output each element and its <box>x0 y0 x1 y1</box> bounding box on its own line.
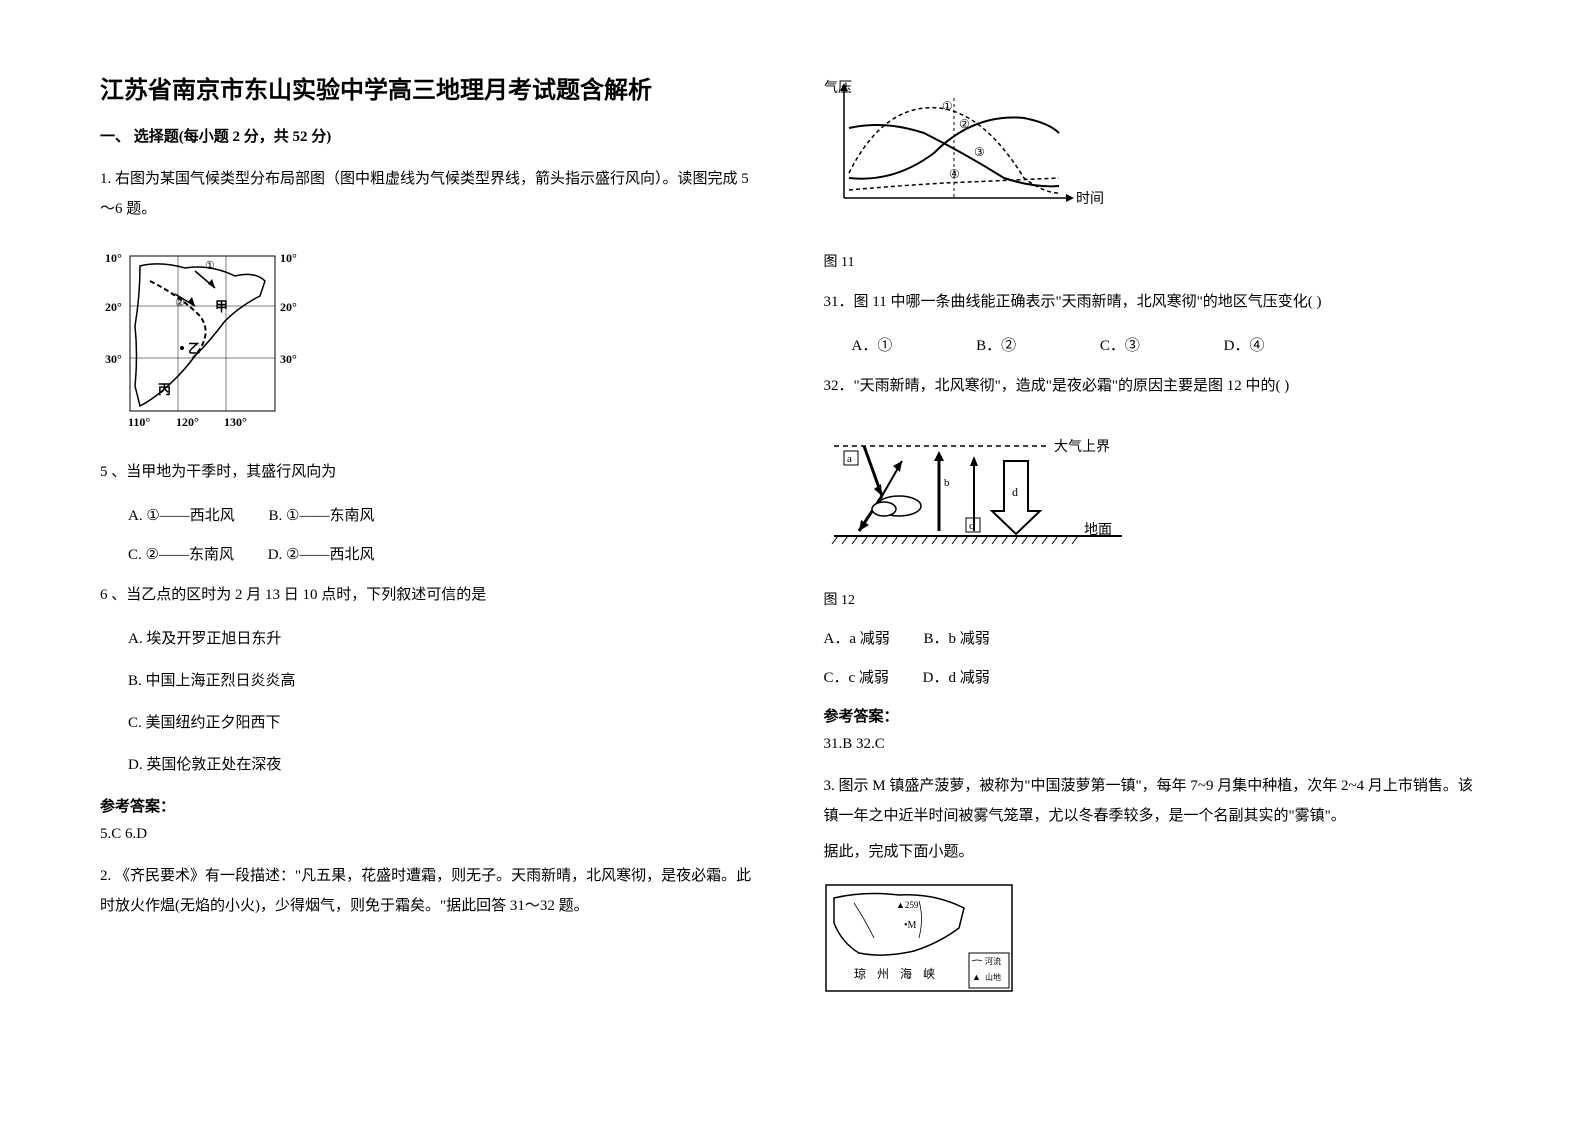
lon-110: 110° <box>128 415 150 429</box>
q32-opt-a: A．a 减弱 <box>824 627 890 648</box>
top-label: 大气上界 <box>1054 439 1110 455</box>
page-title: 江苏省南京市东山实验中学高三地理月考试题含解析 <box>100 70 764 105</box>
pressure-figure: 气压 时间 ① ② ③ ④ <box>824 78 1488 223</box>
q32: 32．"天雨新晴，北风寒彻"，造成"是夜必霜"的原因主要是图 12 中的( ) <box>824 373 1488 400</box>
lat-30r: 30° <box>280 352 297 366</box>
q6-opt-d: D. 英国伦敦正处在深夜 <box>100 753 764 777</box>
q32-opt-b: B．b 减弱 <box>924 627 990 648</box>
q32-opts-row1: A．a 减弱 B．b 减弱 <box>824 627 1488 648</box>
atmos-figure: 大气上界 <box>824 426 1488 561</box>
lat-20: 20° <box>105 300 122 314</box>
q32-opt-d: D．d 减弱 <box>923 666 990 687</box>
q31-opt-a: A．① <box>852 334 893 355</box>
y-axis-label: 气压 <box>824 80 852 96</box>
lat-10r: 10° <box>280 251 297 265</box>
curve-4-label: ④ <box>949 167 960 181</box>
q31-opt-c: C．③ <box>1100 334 1140 355</box>
x-axis-label: 时间 <box>1076 191 1104 207</box>
arrow-c: c <box>969 520 974 532</box>
arrow-b: b <box>944 477 950 489</box>
curve-2-label: ② <box>959 117 970 131</box>
fig12-label: 图 12 <box>824 589 1488 609</box>
answer-1: 5.C 6.D <box>100 826 764 843</box>
lat-20r: 20° <box>280 300 297 314</box>
q31: 31．图 11 中哪一条曲线能正确表示"天雨新晴，北风寒彻"的地区气压变化( ) <box>824 289 1488 316</box>
arrow-2-label: ② <box>175 297 185 309</box>
answer-label-2: 参考答案： <box>824 705 1488 726</box>
smallmap-svg: ▲259 •M 琼 州 海 峡 河流 ▲ 山地 <box>824 883 1014 993</box>
answer-label-1: 参考答案： <box>100 795 764 816</box>
ground-hatch <box>832 536 1078 544</box>
pressure-svg: 气压 时间 ① ② ③ ④ <box>824 78 1114 218</box>
left-column: 江苏省南京市东山实验中学高三地理月考试题含解析 一、 选择题(每小题 2 分，共… <box>100 70 764 1052</box>
q3-intro2: 据此，完成下面小题。 <box>824 837 1488 867</box>
smallmap-figure: ▲259 •M 琼 州 海 峡 河流 ▲ 山地 <box>824 883 1488 998</box>
lat-10: 10° <box>105 251 122 265</box>
atmos-svg: 大气上界 <box>824 426 1134 556</box>
q31-opt-d: D．④ <box>1224 334 1265 355</box>
q5-opt-a: A. ①——西北风 <box>128 504 235 525</box>
q5: 5 、当甲地为干季时，其盛行风向为 <box>100 459 764 486</box>
lon-130: 130° <box>224 415 247 429</box>
q32-opts-row2: C．c 减弱 D．d 减弱 <box>824 666 1488 687</box>
lat-30: 30° <box>105 352 122 366</box>
legend-mtn-icon: ▲ <box>972 972 981 982</box>
answer-2: 31.B 32.C <box>824 736 1488 753</box>
arrow-a: a <box>847 453 852 465</box>
m-label: •M <box>904 920 917 931</box>
map-svg: ① ② 甲 乙 丙 10° 20° 30° 10° 20° 30° 110° 1… <box>100 246 300 436</box>
legend-river: 河流 <box>985 956 1001 966</box>
section-header: 一、 选择题(每小题 2 分，共 52 分) <box>100 125 764 146</box>
q5-opts-row2: C. ②——东南风 D. ②——西北风 <box>100 543 764 564</box>
marker-bing: 丙 <box>158 382 171 397</box>
q2-intro: 2. 《齐民要术》有一段描述："凡五果，花盛时遭霜，则无子。天雨新晴，北风寒彻，… <box>100 861 764 921</box>
arrow-1-label: ① <box>205 260 215 272</box>
legend-mtn: 山地 <box>985 972 1001 982</box>
right-column: 气压 时间 ① ② ③ ④ 图 11 31．图 11 中哪一条曲线能正确表示"天… <box>824 70 1488 1052</box>
q3-intro: 3. 图示 M 镇盛产菠萝，被称为"中国菠萝第一镇"，每年 7~9 月集中种植，… <box>824 771 1488 831</box>
marker-jia: 甲 <box>215 299 228 314</box>
map-figure: ① ② 甲 乙 丙 10° 20° 30° 10° 20° 30° 110° 1… <box>100 246 764 441</box>
q1-intro: 1. 右图为某国气候类型分布局部图（图中粗虚线为气候类型界线，箭头指示盛行风向）… <box>100 164 764 224</box>
q5-opt-b: B. ①——东南风 <box>269 504 375 525</box>
q31-opt-b: B．② <box>976 334 1016 355</box>
ground-label: 地面 <box>1084 522 1112 538</box>
strait-label: 琼 州 海 峡 <box>854 966 939 981</box>
q5-opt-c: C. ②——东南风 <box>128 543 234 564</box>
lon-120: 120° <box>176 415 199 429</box>
fig11-label: 图 11 <box>824 251 1488 271</box>
q6-opt-c: C. 美国纽约正夕阳西下 <box>100 711 764 735</box>
q31-opts: A．① B．② C．③ D．④ <box>824 334 1488 355</box>
q6-opt-b: B. 中国上海正烈日炎炎高 <box>100 669 764 693</box>
curve-3-label: ③ <box>974 145 985 159</box>
marker-yi: 乙 <box>188 341 201 356</box>
peak-label: ▲259 <box>896 900 919 910</box>
arrow-d: d <box>1012 485 1018 499</box>
q5-opts-row1: A. ①——西北风 B. ①——东南风 <box>100 504 764 525</box>
q6-opt-a: A. 埃及开罗正旭日东升 <box>100 627 764 651</box>
q32-opt-c: C．c 减弱 <box>824 666 889 687</box>
q5-opt-d: D. ②——西北风 <box>268 543 375 564</box>
curve-1-label: ① <box>942 99 953 113</box>
q6: 6 、当乙点的区时为 2 月 13 日 10 点时，下列叙述可信的是 <box>100 582 764 609</box>
